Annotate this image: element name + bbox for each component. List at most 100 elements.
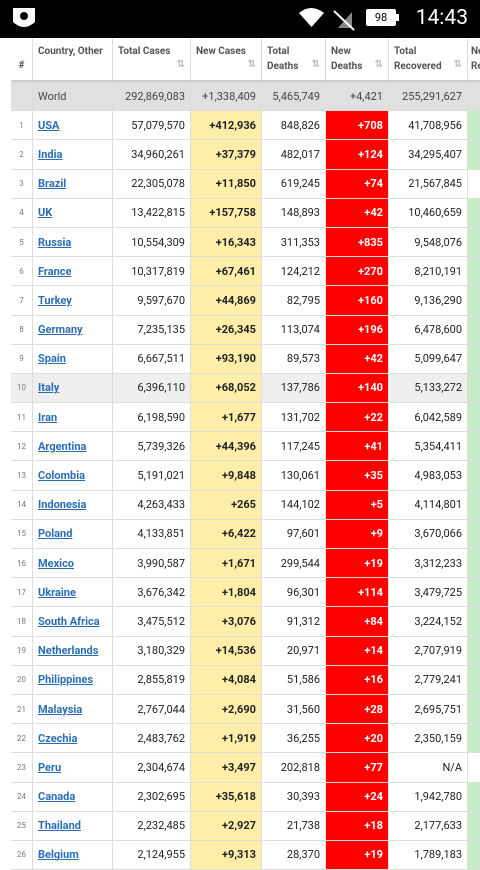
cell [468, 811, 480, 840]
country-link[interactable]: South Africa [38, 614, 100, 628]
cell: Poland [33, 519, 113, 548]
country-link[interactable]: Mexico [38, 556, 75, 570]
status-bar: 98 14:43 [0, 0, 480, 38]
cell: Belgium [33, 840, 113, 870]
country-row: 11 Iran 6,198,590 +1,677 131,702 +22 6,042,589 [11, 403, 480, 433]
cell: 96,301 [262, 578, 326, 607]
cell: 82,795 [262, 286, 326, 315]
cell: +37,379 [191, 140, 262, 169]
cell: 25 [11, 811, 33, 840]
app-icon-dot [20, 12, 28, 20]
sort-icon[interactable]: ⇅ [176, 59, 185, 70]
column-header[interactable]: Total Cases ⇅ [113, 38, 191, 80]
cell [468, 578, 480, 607]
cell: 2,177,633 [389, 811, 468, 840]
covid-table: # Country, Other Total Cases ⇅ New Cases ⇅ Tot… [11, 38, 480, 870]
cell: 57,079,570 [113, 111, 191, 140]
cell: 5,465,749 [262, 82, 326, 111]
cell: 148,893 [262, 198, 326, 227]
sort-icon[interactable]: ⇅ [453, 59, 462, 70]
cell: 34,960,261 [113, 140, 191, 169]
header-text: Total Cases [118, 46, 171, 57]
cell: 21 [11, 694, 33, 724]
cell: +35 [326, 461, 389, 490]
column-header[interactable]: Total Recovered ⇅ [389, 38, 468, 80]
country-row: 23 Peru 2,304,674 +3,497 202,818 +77 N/A [11, 753, 480, 783]
cell [468, 227, 480, 257]
cell: 5,739,326 [113, 432, 191, 461]
country-row: 25 Thailand 2,232,485 +2,927 21,738 +18 2,177,… [11, 811, 480, 841]
country-row: 17 Ukraine 3,676,342 +1,804 96,301 +114 3,479,… [11, 578, 480, 608]
country-link[interactable]: UK [38, 206, 53, 220]
cell: +2,690 [191, 694, 262, 724]
cell: 97,601 [262, 519, 326, 548]
cell: +2,927 [191, 811, 262, 840]
cell: 6,478,600 [389, 315, 468, 344]
cell [468, 461, 480, 490]
country-link[interactable]: Brazil [38, 177, 67, 191]
country-link[interactable]: Philippines [38, 673, 94, 687]
header-text: New Recovered [471, 46, 480, 72]
cell: 9,597,670 [113, 286, 191, 315]
cell [468, 519, 480, 548]
country-link[interactable]: Argentina [38, 439, 87, 453]
cell: 2,779,241 [389, 665, 468, 694]
column-header[interactable]: New Cases ⇅ [191, 38, 262, 80]
cell [468, 665, 480, 694]
country-link[interactable]: Czechia [38, 731, 78, 745]
cell: 89,573 [262, 344, 326, 373]
cell: 10,554,309 [113, 227, 191, 257]
country-link[interactable]: France [38, 264, 72, 278]
country-link[interactable]: Netherlands [38, 644, 99, 658]
country-link[interactable]: Iran [38, 410, 58, 424]
cell: 144,102 [262, 490, 326, 519]
cell: 292,869,083 [113, 82, 191, 111]
country-link[interactable]: Malaysia [38, 702, 83, 716]
cell: +114 [326, 578, 389, 607]
cell: +28 [326, 694, 389, 724]
cell [468, 169, 480, 198]
column-header[interactable]: Total Deaths ⇅ [262, 38, 326, 80]
country-link[interactable]: Colombia [38, 469, 86, 483]
cell: +6,422 [191, 519, 262, 548]
cell: +124 [326, 140, 389, 169]
cell: 8,210,191 [389, 257, 468, 286]
country-link[interactable]: Canada [38, 790, 76, 804]
cell: +42 [326, 198, 389, 227]
country-link[interactable]: Ukraine [38, 585, 76, 599]
cell: 137,786 [262, 373, 326, 403]
country-link[interactable]: USA [38, 118, 60, 132]
cell: +84 [326, 607, 389, 636]
sort-icon[interactable]: ⇅ [374, 59, 383, 70]
cell: 19 [11, 636, 33, 665]
country-row: 18 South Africa 3,475,512 +3,076 91,312 +84 3,… [11, 607, 480, 637]
country-link[interactable]: Turkey [38, 293, 72, 307]
country-link[interactable]: Poland [38, 527, 73, 541]
cell [468, 257, 480, 286]
country-link[interactable]: Italy [38, 381, 60, 395]
sort-icon[interactable]: ⇅ [311, 59, 320, 70]
cell: 26 [11, 840, 33, 870]
country-link[interactable]: Peru [38, 760, 62, 774]
cell [468, 549, 480, 578]
cell: +22 [326, 403, 389, 432]
country-link[interactable]: Indonesia [38, 498, 87, 512]
column-header[interactable]: Country, Other [33, 38, 113, 80]
cell: 3,224,152 [389, 607, 468, 636]
cell: 6,667,511 [113, 344, 191, 373]
cell: +835 [326, 227, 389, 257]
sort-icon[interactable]: ⇅ [247, 59, 256, 70]
column-header[interactable]: New Deaths ⇅ [326, 38, 389, 80]
header-text: Total Deaths [267, 46, 299, 72]
cell: +20 [326, 724, 389, 753]
cell: 117,245 [262, 432, 326, 461]
cell: 2,302,695 [113, 782, 191, 811]
country-link[interactable]: Germany [38, 323, 83, 337]
cell: +265 [191, 490, 262, 519]
country-link[interactable]: Spain [38, 352, 66, 366]
country-link[interactable]: Russia [38, 235, 72, 249]
country-link[interactable]: Thailand [38, 819, 81, 833]
country-link[interactable]: Belgium [38, 848, 79, 862]
country-link[interactable]: India [38, 147, 63, 161]
cell [468, 82, 480, 110]
